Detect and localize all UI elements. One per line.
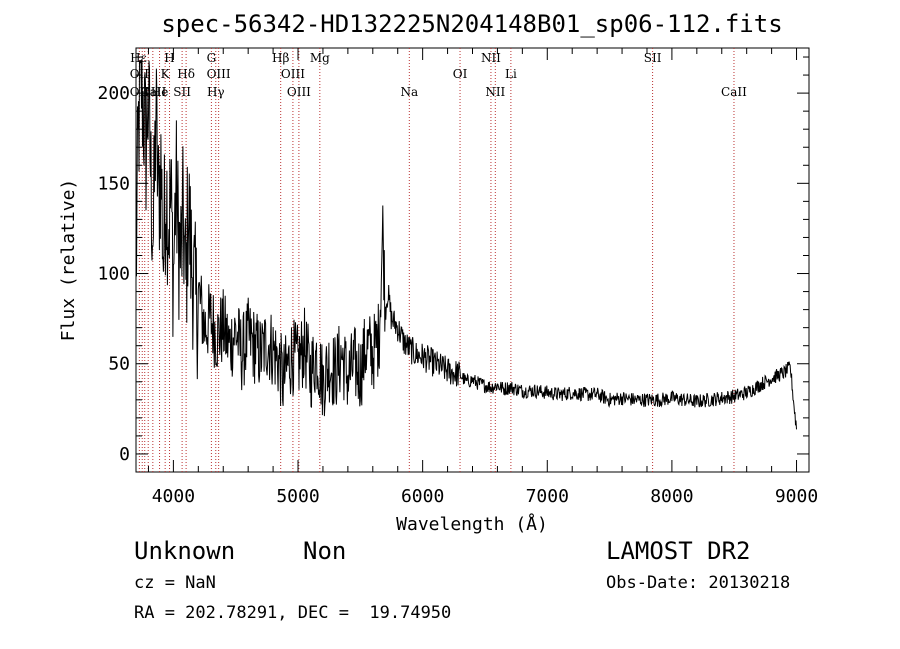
ra-dec-coordinates: RA = 202.78291, DEC = 19.74950 [134,603,452,623]
line-marker-label: NII [485,85,505,99]
survey-name: LAMOST DR2 [606,537,751,565]
line-marker-label: Mg [310,51,330,65]
line-marker-label: OII [130,85,150,99]
y-tick-label: 100 [97,264,130,285]
spectrum-line [135,60,797,430]
line-marker-label: OIII [287,85,311,99]
redshift-cz: cz = NaN [134,573,216,593]
line-marker-label: OIII [281,67,305,81]
line-marker-label: NII [481,51,501,65]
chart-title: spec-56342-HD132225N204148B01_sp06-112.f… [161,10,782,38]
y-tick-label: 0 [119,444,130,465]
line-marker-label: G [207,51,217,65]
y-tick-label: 50 [108,354,130,375]
object-class: Unknown [134,537,236,565]
x-axis: 4000 5000 6000 7000 8000 9000 [147,48,818,507]
line-marker-label: Hγ [207,85,225,99]
line-marker-label: SII [644,51,662,65]
plot-frame [135,47,810,473]
line-marker-label: OIII [207,67,231,81]
spectrum-series [135,60,797,430]
line-marker-label: H [164,51,174,65]
line-marker-label: SII [173,85,191,99]
line-marker-label: CaII [721,85,747,99]
y-axis: 0 50 100 150 200 [97,56,809,465]
line-marker-label: He [151,85,169,99]
obs-date: Obs-Date: 20130218 [606,573,791,593]
x-tick-label: 4000 [152,486,195,507]
object-subclass: Non [303,537,347,565]
line-marker-label: K [161,67,171,81]
line-markers [138,48,735,472]
line-marker-label: Hβ [272,51,289,65]
line-marker-label: Hε [130,51,147,65]
y-axis-label: Flux (relative) [58,179,79,342]
line-marker-label: OI [453,67,468,81]
line-marker-label: Na [400,85,418,99]
x-axis-label: Wavelength (Å) [396,513,548,535]
line-marker-label: Li [505,67,517,81]
y-tick-label: 200 [97,83,130,104]
line-marker-label: CaII [141,85,167,99]
x-tick-label: 5000 [276,486,319,507]
x-tick-label: 8000 [650,486,693,507]
x-tick-label: 6000 [401,486,444,507]
line-marker-label: Hδ [177,67,195,81]
line-marker-label: OII [130,67,150,81]
x-tick-label: 7000 [526,486,569,507]
x-tick-label: 9000 [775,486,818,507]
y-tick-label: 150 [97,173,130,194]
